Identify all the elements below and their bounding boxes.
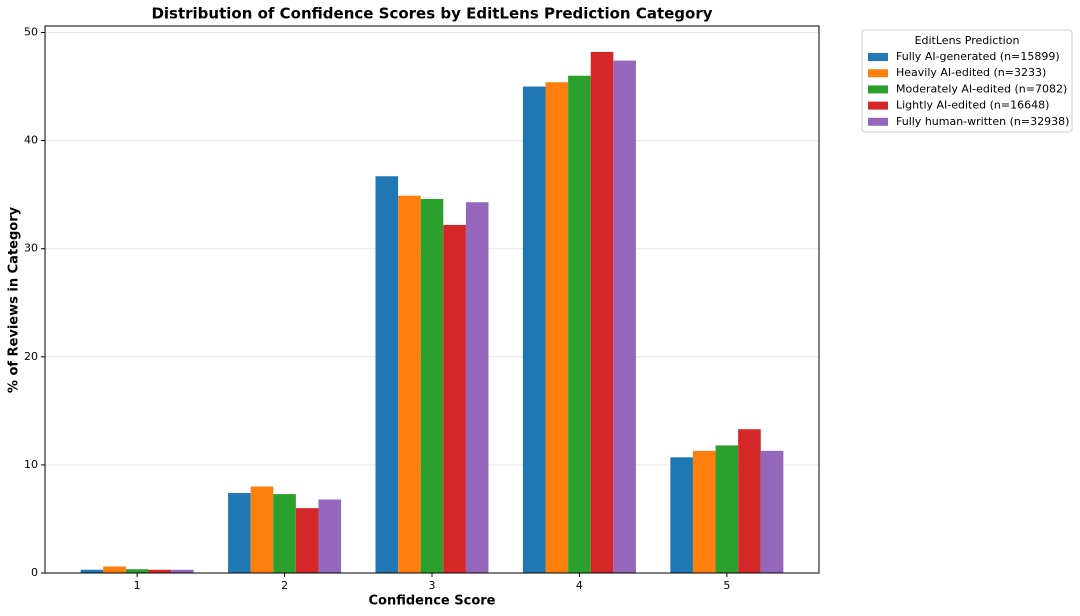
y-tick-label: 0 <box>31 566 38 579</box>
x-tick-label: 1 <box>134 579 141 592</box>
bar <box>318 499 342 573</box>
bar <box>250 486 274 573</box>
plot-frame <box>44 25 820 574</box>
y-tick-label: 50 <box>24 25 38 38</box>
bar <box>692 450 716 573</box>
y-axis-label: % of Reviews in Category <box>7 206 22 393</box>
bar <box>80 569 104 573</box>
bar <box>295 508 319 573</box>
bar <box>273 494 296 573</box>
x-axis-label: Confidence Score <box>368 594 495 609</box>
y-tick-label: 40 <box>24 134 38 147</box>
legend-swatch <box>868 101 888 110</box>
bar <box>760 450 784 573</box>
bar <box>228 493 251 573</box>
legend-label: Heavily AI-edited (n=3233) <box>896 66 1046 79</box>
x-tick-label: 4 <box>576 579 583 592</box>
bar <box>443 224 466 573</box>
bar <box>125 569 149 573</box>
bar <box>420 198 444 574</box>
x-tick-label: 3 <box>429 579 436 592</box>
legend-label: Fully AI-generated (n=15899) <box>896 50 1060 63</box>
bar <box>670 457 693 573</box>
legend-label: Moderately AI-edited (n=7082) <box>896 82 1067 95</box>
legend-box <box>861 29 1073 133</box>
legend-label: Fully human-written (n=32938) <box>896 115 1069 128</box>
x-tick-label: 2 <box>281 579 288 592</box>
bar <box>545 82 569 573</box>
bar <box>465 202 489 573</box>
y-tick-label: 30 <box>24 242 38 255</box>
bar <box>398 195 421 573</box>
legend-title: EditLens Prediction <box>915 34 1020 47</box>
chart-title: Distribution of Confidence Scores by Edi… <box>151 5 712 23</box>
bar <box>738 429 761 573</box>
bar <box>522 86 546 574</box>
bar <box>375 176 399 573</box>
legend-swatch <box>868 69 888 78</box>
bar <box>568 75 591 574</box>
y-tick-label: 10 <box>24 458 38 471</box>
legend-swatch <box>868 53 888 61</box>
y-tick-label: 20 <box>24 350 38 363</box>
legend-swatch <box>868 117 888 126</box>
bar <box>148 569 172 573</box>
bar <box>103 566 126 573</box>
legend-swatch <box>868 85 888 94</box>
x-tick-label: 5 <box>723 579 730 592</box>
bar <box>590 51 614 574</box>
bar <box>171 569 194 573</box>
legend-label: Lightly AI-edited (n=16648) <box>896 99 1049 112</box>
bar <box>715 445 739 573</box>
bar <box>613 60 636 573</box>
